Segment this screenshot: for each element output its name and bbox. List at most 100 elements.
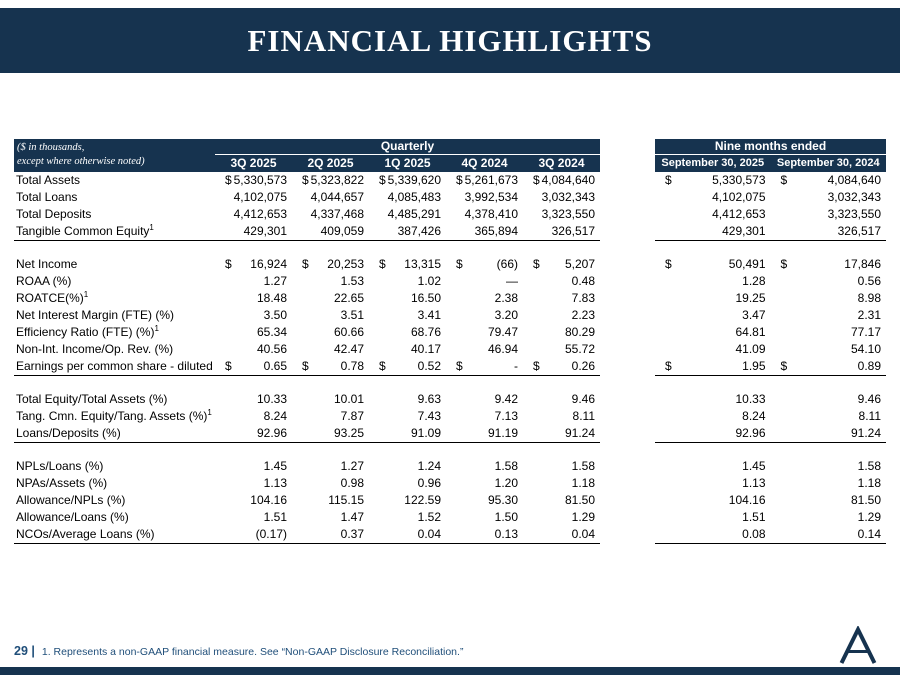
dollar-sign: $ bbox=[780, 257, 788, 271]
table-row: Tangible Common Equity1 429,301 409,059 387… bbox=[14, 223, 600, 240]
value-cell: 2.23 bbox=[523, 307, 600, 324]
value-cell: 1.47 bbox=[292, 509, 369, 526]
quarter-column-header: 3Q 2024 bbox=[538, 156, 585, 170]
table-row: 19.25 8.98 bbox=[655, 290, 886, 307]
value-cell: 7.83 bbox=[523, 290, 600, 307]
value-cell: 2.31 bbox=[771, 307, 887, 324]
value-cell: 16.50 bbox=[369, 290, 446, 307]
value-cell: 1.51 bbox=[655, 509, 771, 526]
row-label: ROATCE(%)1 bbox=[16, 290, 89, 306]
value-cell: $5,323,822 bbox=[292, 172, 369, 189]
value: 387,426 bbox=[397, 224, 441, 238]
dollar-sign: $ bbox=[533, 359, 540, 373]
row-label: NPAs/Assets (%) bbox=[16, 476, 108, 490]
value-cell: 95.30 bbox=[446, 492, 523, 509]
table-row: ROATCE(%)1 18.48 22.65 16.50 2.38 7.83 bbox=[14, 290, 600, 307]
value-cell: 1.18 bbox=[771, 475, 887, 492]
value: 4,044,657 bbox=[310, 190, 364, 204]
value: 1.18 bbox=[857, 476, 881, 490]
value: 3,992,534 bbox=[464, 190, 518, 204]
value-cell: $0.78 bbox=[292, 358, 369, 375]
value-cell: 4,085,483 bbox=[369, 189, 446, 206]
value-cell: 0.08 bbox=[655, 526, 771, 543]
value-cell: 7.13 bbox=[446, 408, 523, 425]
table-row: 1.13 1.18 bbox=[655, 475, 886, 492]
value: 1.20 bbox=[494, 476, 518, 490]
value: 1.45 bbox=[742, 459, 766, 473]
value-cell: $16,924 bbox=[215, 256, 292, 273]
value: 326,517 bbox=[551, 224, 595, 238]
value: 0.37 bbox=[340, 527, 364, 541]
footnote-marker: 1 bbox=[149, 223, 154, 232]
value-cell: $5,339,620 bbox=[369, 172, 446, 189]
nine-months-group-header: Nine months ended bbox=[655, 139, 886, 155]
value-cell: $0.65 bbox=[215, 358, 292, 375]
value: 7.43 bbox=[417, 409, 441, 423]
value-cell: 42.47 bbox=[292, 341, 369, 358]
value-cell: 93.25 bbox=[292, 425, 369, 442]
value-cell: 64.81 bbox=[655, 324, 771, 341]
value-cell: 1.51 bbox=[215, 509, 292, 526]
value-cell: 1.13 bbox=[215, 475, 292, 492]
value-cell: 40.17 bbox=[369, 341, 446, 358]
table-row: Tang. Cmn. Equity/Tang. Assets (%)1 8.24 7… bbox=[14, 408, 600, 425]
value-cell: 60.66 bbox=[292, 324, 369, 341]
value-cell: 4,378,410 bbox=[446, 206, 523, 223]
value-cell: $20,253 bbox=[292, 256, 369, 273]
table-row: Allowance/Loans (%) 1.51 1.47 1.52 1.50 1.29 bbox=[14, 509, 600, 526]
footnote: 1. Represents a non-GAAP financial measu… bbox=[41, 646, 464, 658]
value-cell: 1.45 bbox=[655, 458, 771, 475]
value: 19.25 bbox=[735, 291, 766, 305]
value: 0.04 bbox=[571, 527, 595, 541]
dollar-sign: $ bbox=[780, 359, 788, 373]
value: 1.28 bbox=[742, 274, 766, 288]
value: 4,102,075 bbox=[233, 190, 287, 204]
dollar-sign: $ bbox=[302, 257, 309, 271]
value: 1.51 bbox=[742, 510, 766, 524]
value-cell: 122.59 bbox=[369, 492, 446, 509]
value: 9.42 bbox=[494, 392, 518, 406]
value: 0.13 bbox=[494, 527, 518, 541]
table-row: ROAA (%) 1.27 1.53 1.02 — 0.48 bbox=[14, 273, 600, 290]
value-cell: $5,207 bbox=[523, 256, 600, 273]
quarter-column-header: 4Q 2024 bbox=[461, 156, 508, 170]
letter-a-logo-icon bbox=[839, 624, 877, 664]
value: 1.58 bbox=[494, 459, 518, 473]
value-cell: 91.19 bbox=[446, 425, 523, 442]
value: 1.95 bbox=[742, 359, 766, 373]
value-cell: 115.15 bbox=[292, 492, 369, 509]
value: 9.63 bbox=[417, 392, 441, 406]
value-cell: 92.96 bbox=[655, 425, 771, 442]
row-label: Tang. Cmn. Equity/Tang. Assets (%)1 bbox=[16, 408, 212, 424]
value: 3.41 bbox=[417, 308, 441, 322]
value: 10.01 bbox=[333, 392, 364, 406]
value-cell: 81.50 bbox=[523, 492, 600, 509]
value: 92.96 bbox=[256, 426, 287, 440]
value: 3,032,343 bbox=[827, 190, 881, 204]
value: 42.47 bbox=[333, 342, 364, 356]
value: 10.33 bbox=[735, 392, 766, 406]
value-cell: 77.17 bbox=[771, 324, 887, 341]
value-cell: 41.09 bbox=[655, 341, 771, 358]
value: 68.76 bbox=[410, 325, 441, 339]
value-cell: 92.96 bbox=[215, 425, 292, 442]
value: 0.65 bbox=[263, 359, 287, 373]
value: 64.81 bbox=[735, 325, 766, 339]
value-cell: $13,315 bbox=[369, 256, 446, 273]
value-cell: 2.38 bbox=[446, 290, 523, 307]
value: 1.13 bbox=[742, 476, 766, 490]
value-cell: 8.98 bbox=[771, 290, 887, 307]
table-row: 429,301 326,517 bbox=[655, 223, 886, 240]
value: 77.17 bbox=[850, 325, 881, 339]
table-row: 8.24 8.11 bbox=[655, 408, 886, 425]
value-cell: 91.24 bbox=[771, 425, 887, 442]
period-column-header: September 30, 2024 bbox=[776, 157, 880, 169]
value-cell: 4,412,653 bbox=[215, 206, 292, 223]
value: 41.09 bbox=[735, 342, 766, 356]
value: 40.56 bbox=[256, 342, 287, 356]
quarter-column-header: 1Q 2025 bbox=[384, 156, 431, 170]
footer: 29 | 1. Represents a non-GAAP financial … bbox=[14, 644, 463, 658]
footnote-marker: 1 bbox=[207, 408, 212, 417]
value-cell: 3,992,534 bbox=[446, 189, 523, 206]
value: 91.19 bbox=[487, 426, 518, 440]
